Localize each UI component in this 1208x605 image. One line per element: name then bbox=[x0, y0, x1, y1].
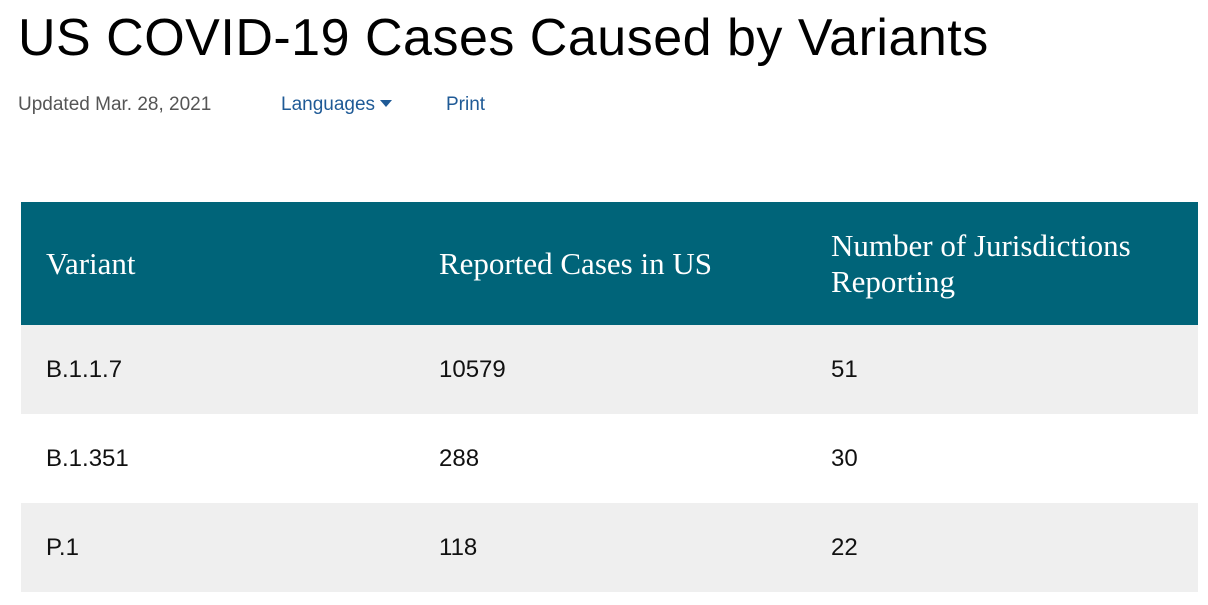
column-header: Variant bbox=[21, 202, 414, 325]
table-cell: 10579 bbox=[414, 325, 806, 414]
column-header: Number of Jurisdictions Reporting bbox=[806, 202, 1198, 325]
table-cell: 288 bbox=[439, 444, 480, 472]
table-cell: 51 bbox=[806, 325, 1198, 414]
table-cell: 30 bbox=[831, 444, 858, 472]
print-link[interactable]: Print bbox=[446, 94, 486, 115]
table-body: B.1.1.7 10579 51 B.1.351 288 30 P.1 118 22 bbox=[21, 325, 1198, 592]
updated-date: Updated Mar. 28, 2021 bbox=[18, 94, 212, 115]
table-row: P.1 118 22 bbox=[21, 503, 1198, 592]
page-title: US COVID-19 Cases Caused by Variants bbox=[18, 9, 989, 67]
table-cell: B.1.1.7 bbox=[21, 325, 414, 414]
column-header: Reported Cases in US bbox=[414, 202, 806, 325]
table-cell: 118 bbox=[414, 503, 806, 592]
header-row: Variant Reported Cases in US Number of Jur… bbox=[21, 202, 1198, 325]
table-cell: P.1 bbox=[21, 503, 414, 592]
dropdown-caret[interactable] bbox=[380, 100, 393, 107]
table-row: B.1.351 288 30 bbox=[21, 414, 1198, 503]
table-cell: 22 bbox=[806, 503, 1198, 592]
languages-link[interactable]: Languages bbox=[281, 94, 393, 116]
languages-label[interactable]: Languages bbox=[281, 94, 376, 115]
table-row: B.1.1.7 10579 51 bbox=[21, 325, 1198, 414]
table-cell: B.1.351 bbox=[46, 444, 129, 472]
variants-table: Variant Reported Cases in US Number of Jur… bbox=[21, 202, 1198, 592]
